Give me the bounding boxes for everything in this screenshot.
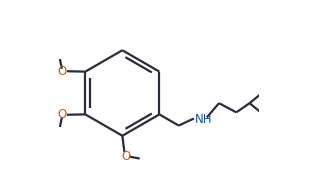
Text: NH: NH xyxy=(195,113,212,126)
Text: O: O xyxy=(122,150,131,163)
Text: O: O xyxy=(57,65,66,78)
Text: O: O xyxy=(57,108,66,121)
